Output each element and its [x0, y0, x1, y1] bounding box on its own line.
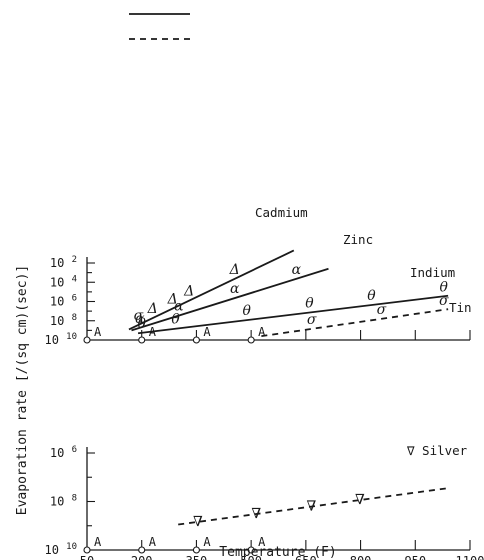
series-tin: σσσ Tin	[261, 293, 472, 338]
x-tick-label: 950	[404, 554, 426, 560]
baseline-marker-label: A	[149, 535, 157, 549]
series-silver: ∇ ∇ ∇ ∇ ∇ Silver	[178, 443, 468, 530]
data-point-marker: α	[135, 311, 145, 327]
data-point-marker: Δ	[229, 262, 240, 278]
y-tick-label: 10 8	[50, 494, 77, 509]
y-tick-label: 10 6	[50, 445, 77, 460]
baseline-marker	[247, 336, 255, 344]
series-line	[261, 308, 449, 338]
baseline-marker-label: A	[94, 535, 102, 549]
baseline-marker	[83, 546, 91, 554]
x-tick-label: 200	[131, 554, 153, 560]
data-point-marker: θ	[305, 296, 314, 312]
data-point-marker: α	[174, 299, 184, 315]
baseline-marker-label: A	[258, 535, 266, 549]
data-point-marker: θ	[367, 288, 376, 304]
x-tick-label: 650	[295, 554, 317, 560]
baseline-marker-label: A	[203, 325, 211, 339]
top-panel: 10 210 410 610 810 10AAAAΔΔΔΔσCadmiumααα…	[44, 205, 471, 347]
series-name-label: Indium	[410, 265, 455, 280]
y-tick-label: 10 10	[44, 542, 77, 557]
series-line	[131, 267, 329, 332]
series-name-label: Cadmium	[255, 205, 308, 220]
x-tick-label: 800	[350, 554, 372, 560]
data-point-marker: θ	[440, 279, 449, 295]
y-tick-label: 10 10	[44, 332, 77, 347]
x-tick-label: 1100	[456, 554, 484, 560]
baseline-marker	[138, 546, 146, 554]
series-name-label: Tin	[449, 300, 472, 315]
data-point-marker: σ	[377, 302, 387, 318]
y-tick-label: 10 6	[50, 294, 77, 309]
data-point-marker: θ	[243, 303, 252, 319]
data-point-marker: θ	[137, 316, 146, 332]
baseline-marker	[247, 546, 255, 554]
series-name-label: Zinc	[343, 232, 373, 247]
baseline-marker-label: A	[94, 325, 102, 339]
y-tick-label: 10 8	[50, 313, 77, 328]
data-point-marker: Δ	[147, 301, 158, 317]
x-axis-label: Temperature (F)	[219, 545, 336, 560]
series-name-label: ∇ Silver	[406, 443, 468, 458]
legend	[129, 13, 190, 40]
baseline-marker-label: A	[203, 535, 211, 549]
data-point-marker: α	[230, 281, 240, 297]
data-point-marker: σ	[134, 308, 144, 324]
baseline-marker	[138, 336, 146, 344]
data-point-marker: Δ	[167, 291, 178, 307]
y-tick-label: 10 4	[50, 274, 77, 289]
x-tick-label: 50	[80, 554, 94, 560]
data-point-marker: ∇	[193, 514, 203, 530]
series-zinc: α α α α Zinc	[131, 232, 373, 332]
baseline-marker	[192, 336, 200, 344]
bottom-panel: 10 6 10 8 10 1050 200 350 500 650 800 950 1100 A A A…	[44, 443, 484, 560]
series-line	[137, 294, 449, 335]
data-point-marker: σ	[439, 293, 449, 309]
baseline-marker	[192, 546, 200, 554]
data-point-marker: ∇	[251, 506, 261, 522]
baseline-marker	[83, 336, 91, 344]
series-line	[128, 249, 295, 331]
x-tick-label: 350	[186, 554, 208, 560]
data-point-marker: Δ	[183, 284, 194, 300]
y-tick-label: 10 2	[50, 255, 77, 270]
data-point-marker: α	[292, 262, 302, 278]
x-tick-label: 500	[240, 554, 262, 560]
series-line	[178, 487, 449, 526]
data-point-marker: ∇	[355, 492, 365, 508]
y-axis-label: Evaporation rate [/(sq cm)(sec)]	[15, 265, 30, 515]
data-point-marker: θ	[171, 312, 180, 328]
data-point-marker: ∇	[306, 499, 316, 515]
baseline-marker-label: A	[258, 325, 266, 339]
data-point-marker: σ	[307, 312, 317, 328]
